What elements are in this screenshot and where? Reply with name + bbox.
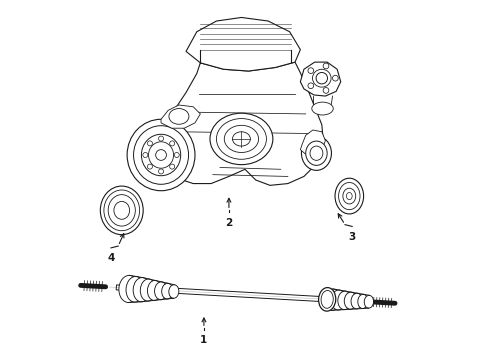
Ellipse shape bbox=[331, 290, 346, 310]
Circle shape bbox=[323, 87, 329, 93]
Text: 1: 1 bbox=[200, 336, 208, 345]
Polygon shape bbox=[161, 105, 200, 128]
Ellipse shape bbox=[148, 142, 173, 168]
Ellipse shape bbox=[114, 202, 130, 219]
Ellipse shape bbox=[169, 109, 189, 124]
Polygon shape bbox=[186, 18, 300, 71]
Text: 4: 4 bbox=[107, 253, 115, 263]
Ellipse shape bbox=[346, 193, 352, 200]
Ellipse shape bbox=[338, 291, 351, 310]
Ellipse shape bbox=[306, 141, 327, 165]
Ellipse shape bbox=[154, 282, 168, 300]
Ellipse shape bbox=[104, 190, 140, 231]
Ellipse shape bbox=[100, 186, 143, 235]
Circle shape bbox=[170, 141, 174, 146]
Polygon shape bbox=[300, 62, 341, 96]
Circle shape bbox=[174, 153, 179, 157]
Ellipse shape bbox=[310, 146, 323, 160]
Ellipse shape bbox=[232, 132, 250, 146]
Text: 2: 2 bbox=[225, 217, 233, 228]
Circle shape bbox=[147, 164, 152, 169]
Circle shape bbox=[308, 83, 314, 89]
Circle shape bbox=[156, 150, 167, 160]
Circle shape bbox=[159, 169, 164, 174]
Circle shape bbox=[316, 72, 327, 84]
Ellipse shape bbox=[344, 292, 357, 309]
Ellipse shape bbox=[224, 125, 259, 153]
Ellipse shape bbox=[325, 289, 341, 310]
Ellipse shape bbox=[147, 280, 162, 300]
Ellipse shape bbox=[335, 178, 364, 214]
Ellipse shape bbox=[169, 285, 179, 298]
Ellipse shape bbox=[343, 188, 356, 204]
Circle shape bbox=[333, 75, 338, 81]
Polygon shape bbox=[300, 130, 325, 154]
Ellipse shape bbox=[108, 195, 135, 226]
Ellipse shape bbox=[119, 275, 139, 302]
Ellipse shape bbox=[217, 118, 267, 159]
Ellipse shape bbox=[364, 295, 373, 308]
Ellipse shape bbox=[301, 136, 331, 170]
Circle shape bbox=[308, 68, 314, 73]
Ellipse shape bbox=[312, 102, 333, 115]
Circle shape bbox=[147, 141, 152, 146]
Ellipse shape bbox=[126, 276, 145, 302]
Ellipse shape bbox=[134, 126, 189, 184]
Circle shape bbox=[143, 153, 148, 157]
Circle shape bbox=[170, 164, 174, 169]
Ellipse shape bbox=[162, 283, 173, 299]
Polygon shape bbox=[129, 152, 161, 158]
Ellipse shape bbox=[133, 278, 150, 302]
Text: 3: 3 bbox=[348, 232, 356, 242]
Ellipse shape bbox=[127, 119, 195, 191]
Ellipse shape bbox=[210, 113, 273, 165]
Ellipse shape bbox=[339, 183, 360, 210]
Ellipse shape bbox=[358, 294, 368, 309]
Ellipse shape bbox=[321, 291, 333, 308]
Ellipse shape bbox=[318, 288, 336, 311]
Polygon shape bbox=[157, 62, 323, 185]
Ellipse shape bbox=[351, 293, 363, 309]
Ellipse shape bbox=[140, 279, 156, 301]
Ellipse shape bbox=[313, 69, 331, 87]
Circle shape bbox=[323, 63, 329, 69]
Ellipse shape bbox=[142, 134, 181, 176]
Circle shape bbox=[159, 136, 164, 141]
Polygon shape bbox=[116, 285, 363, 304]
